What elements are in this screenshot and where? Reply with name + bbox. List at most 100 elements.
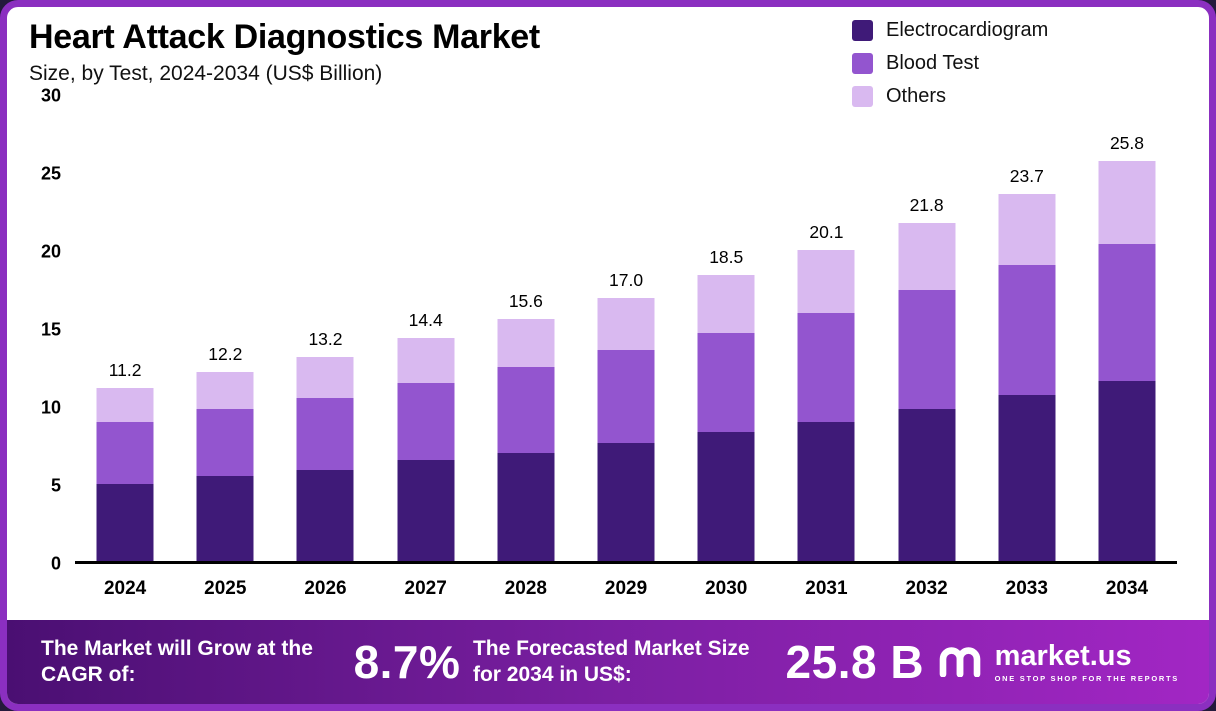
- bar-stack: [296, 96, 354, 561]
- bar-segment-electrocardiogram: [1098, 381, 1156, 561]
- brand-name: market.us: [994, 639, 1132, 672]
- marketus-logo: market.us ONE STOP SHOP FOR THE REPORTS: [937, 639, 1179, 683]
- x-tick-label-2026: 2026: [304, 578, 347, 599]
- x-tick-label-2029: 2029: [604, 578, 648, 599]
- bar-2033: 23.7: [977, 96, 1077, 561]
- bar-segment-electrocardiogram: [397, 460, 455, 561]
- bar-segment-others: [296, 356, 354, 399]
- bar-stack: [397, 96, 455, 561]
- bar-segment-blood-test: [797, 313, 855, 422]
- bar-total-label: 17.0: [609, 269, 644, 290]
- bar-segment-others: [998, 193, 1056, 266]
- bar-stack: [797, 96, 855, 561]
- y-tick-label: 0: [50, 553, 61, 574]
- bar-2030: 18.5: [676, 96, 776, 561]
- y-tick-label: 15: [40, 319, 61, 340]
- bar-segment-electrocardiogram: [597, 443, 655, 561]
- bar-segment-electrocardiogram: [196, 475, 254, 561]
- bar-segment-others: [1098, 161, 1156, 244]
- bar-total-label: 23.7: [1009, 165, 1044, 186]
- y-tick-label: 10: [40, 397, 61, 418]
- bar-segment-electrocardiogram: [898, 409, 956, 561]
- bar-segment-others: [797, 249, 855, 314]
- bar-segment-others: [898, 223, 956, 290]
- bar-segment-blood-test: [497, 367, 555, 453]
- bar-2028: 15.6: [476, 96, 576, 561]
- footer-banner: The Market will Grow at the CAGR of: 8.7…: [7, 620, 1209, 704]
- forecast-label: The Forecasted Market Size for 2034 in U…: [472, 636, 750, 686]
- bar-stack: [697, 96, 755, 561]
- bar-segment-others: [397, 338, 455, 383]
- x-tick-label-2030: 2030: [705, 578, 748, 599]
- bar-segment-blood-test: [397, 382, 455, 461]
- legend-label: Blood Test: [886, 52, 980, 74]
- bar-2034: 25.8: [1077, 96, 1177, 561]
- bar-2025: 12.2: [175, 96, 275, 561]
- bar-segment-electrocardiogram: [96, 483, 154, 561]
- legend-item-blood-test: Blood Test: [852, 52, 1048, 75]
- bar-segment-electrocardiogram: [797, 421, 855, 561]
- bar-2027: 14.4: [376, 96, 476, 561]
- legend-swatch: [852, 20, 873, 41]
- x-tick-label-2031: 2031: [805, 578, 848, 599]
- y-tick-label: 5: [50, 475, 61, 496]
- stacked-bar-chart: 0 5 10 15 20 25 30 11.2 12.2 13.2 14.4 15.6 17.0 18.…: [7, 86, 1209, 620]
- bars-container: 11.2 12.2 13.2 14.4 15.6 17.0 18.5 20.1 21.8 23.7…: [75, 96, 1177, 561]
- brand-tagline: ONE STOP SHOP FOR THE REPORTS: [994, 673, 1179, 683]
- bar-stack: [597, 96, 655, 561]
- bar-total-label: 18.5: [709, 246, 744, 267]
- x-tick-label-2034: 2034: [1105, 578, 1149, 599]
- bar-segment-others: [497, 319, 555, 368]
- bar-2031: 20.1: [776, 96, 876, 561]
- bar-segment-blood-test: [96, 421, 154, 484]
- x-tick-label-2025: 2025: [204, 578, 247, 599]
- bar-segment-electrocardiogram: [998, 395, 1056, 561]
- bar-total-label: 25.8: [1109, 133, 1144, 154]
- cagr-label: The Market will Grow at the CAGR of:: [41, 636, 313, 686]
- bar-segment-blood-test: [296, 398, 354, 470]
- y-tick-label: 25: [40, 163, 61, 184]
- plot-area: 11.2 12.2 13.2 14.4 15.6 17.0 18.5 20.1 21.8 23.7…: [75, 96, 1177, 564]
- page-title: Heart Attack Diagnostics Market: [29, 18, 540, 56]
- y-axis: 0 5 10 15 20 25 30: [21, 86, 75, 574]
- x-axis: 2024 2025 2026 2027 2028 2029 2030 2031 2032 2033…: [75, 564, 1177, 610]
- chart-subtitle: Size, by Test, 2024-2034 (US$ Billion): [29, 62, 383, 86]
- legend: Electrocardiogram Blood Test Others: [852, 19, 1048, 108]
- legend-swatch: [852, 53, 873, 74]
- x-tick-label-2033: 2033: [1005, 578, 1048, 599]
- chart-header: Heart Attack Diagnostics Market Size, by…: [7, 7, 1209, 107]
- bar-segment-others: [597, 297, 655, 351]
- bar-segment-others: [96, 387, 154, 422]
- x-tick-label-2027: 2027: [404, 578, 447, 599]
- bar-segment-others: [196, 372, 254, 410]
- bar-stack: [998, 96, 1056, 561]
- bar-total-label: 15.6: [508, 291, 543, 312]
- bar-stack: [96, 96, 154, 561]
- legend-item-others: Others: [852, 85, 1048, 108]
- bar-stack: [1098, 96, 1156, 561]
- bar-total-label: 14.4: [408, 310, 443, 330]
- legend-label: Electrocardiogram: [886, 19, 1049, 41]
- bar-total-label: 21.8: [909, 195, 944, 216]
- bar-total-label: 11.2: [108, 359, 142, 380]
- bar-2032: 21.8: [877, 96, 977, 561]
- y-tick-label: 20: [40, 241, 61, 262]
- bar-stack: [196, 96, 254, 561]
- bar-total-label: 20.1: [809, 221, 844, 242]
- bar-segment-blood-test: [196, 409, 254, 476]
- bar-2029: 17.0: [576, 96, 676, 561]
- bar-2024: 11.2: [75, 96, 175, 561]
- bar-segment-blood-test: [1098, 243, 1156, 382]
- marketus-logo-icon: [937, 643, 983, 682]
- x-tick-label-2024: 2024: [103, 578, 147, 599]
- bar-segment-others: [697, 274, 755, 334]
- bar-stack: [898, 96, 956, 561]
- y-tick-label: 30: [40, 85, 61, 106]
- bar-segment-blood-test: [697, 333, 755, 433]
- bar-segment-blood-test: [998, 265, 1056, 396]
- legend-swatch: [852, 86, 873, 107]
- bar-segment-blood-test: [597, 350, 655, 444]
- bar-segment-electrocardiogram: [697, 432, 755, 561]
- bar-segment-electrocardiogram: [497, 452, 555, 561]
